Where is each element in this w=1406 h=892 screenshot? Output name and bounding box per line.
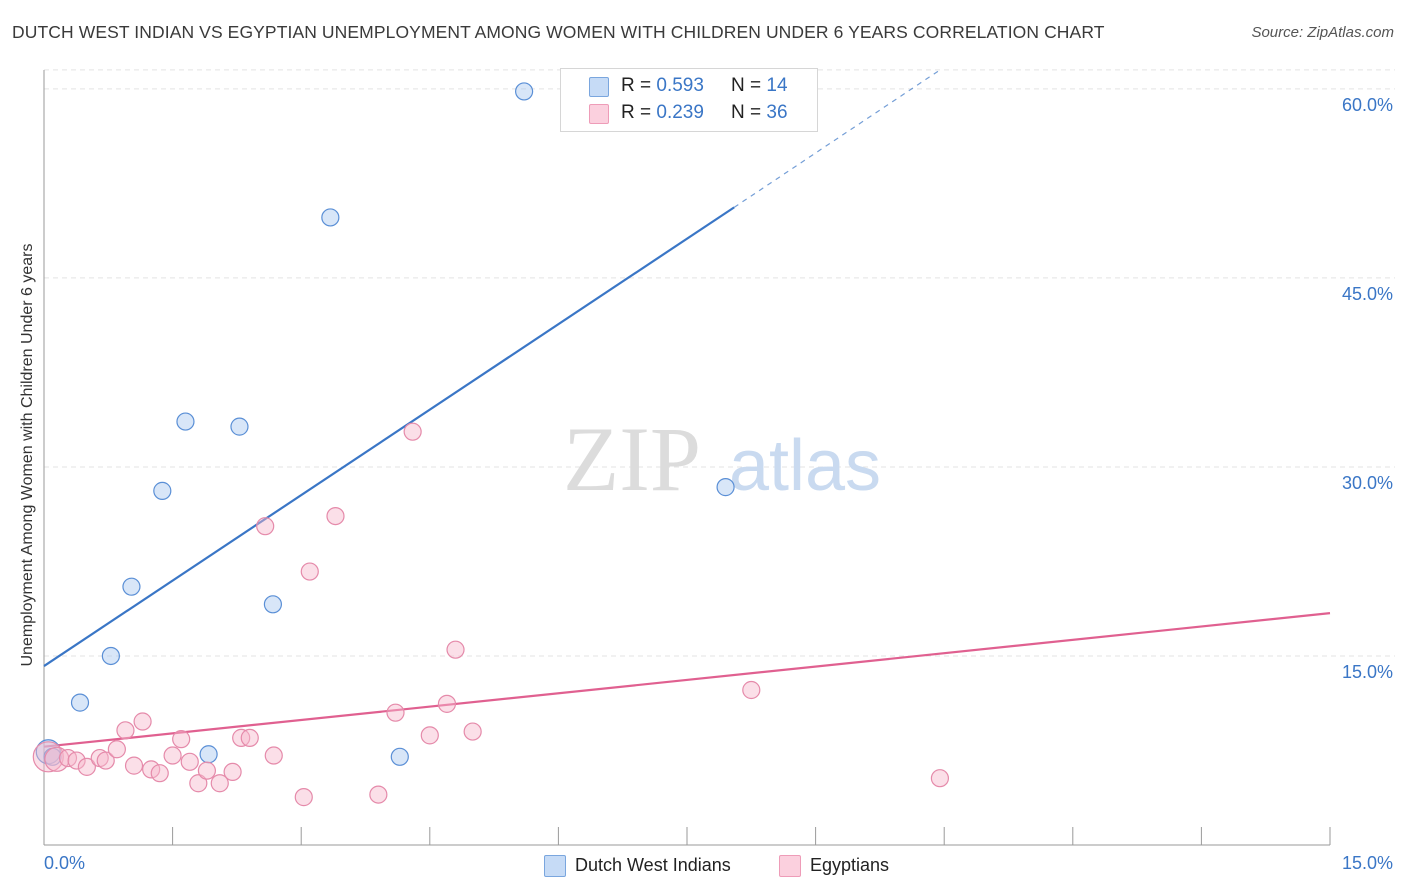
point-egyptians (116, 721, 135, 740)
point-dutch-west-indians (101, 646, 120, 666)
legend-swatch-dutch (544, 855, 566, 877)
point-egyptians (96, 751, 115, 770)
point-dutch-west-indians (153, 481, 172, 500)
point-egyptians (300, 562, 319, 581)
point-dutch-west-indians (390, 747, 409, 766)
y-tick-label: 30.0% (1342, 473, 1393, 493)
legend-r-label: R = (621, 75, 657, 96)
y-axis-label: Unemployment Among Women with Children U… (19, 243, 36, 667)
legend-r-label: R = (621, 102, 657, 123)
point-dutch-west-indians (515, 82, 534, 101)
trend-line-egyptian (43, 612, 1331, 748)
y-tick-label: 45.0% (1342, 284, 1393, 304)
point-egyptians (133, 712, 152, 731)
y-tick-label: 15.0% (1342, 662, 1393, 682)
chart-title: DUTCH WEST INDIAN VS EGYPTIAN UNEMPLOYME… (12, 22, 1105, 42)
y-tick-label: 60.0% (1342, 95, 1393, 115)
point-egyptians (32, 741, 64, 773)
legend-swatch-egyptian (779, 855, 801, 877)
legend-row-dutch: R = 0.593 N = 14 (561, 73, 817, 99)
point-egyptians (930, 769, 950, 788)
legend-row-egyptian: R = 0.239 N = 36 (561, 100, 817, 126)
point-egyptians (463, 722, 482, 741)
source-label: Source: ZipAtlas.com (1251, 24, 1394, 41)
point-dutch-west-indians (263, 595, 283, 614)
point-egyptians (77, 757, 96, 776)
correlation-legend: R = 0.593 N = 14 R = 0.239 N = 36 (560, 68, 818, 132)
trend-line-dutch-extension (733, 69, 941, 208)
legend-r-value-egyptian: 0.239 (656, 102, 704, 123)
legend-n-value-egyptian: 36 (766, 102, 788, 123)
point-egyptians (256, 517, 275, 536)
data-points (32, 82, 950, 807)
point-egyptians (326, 506, 345, 526)
legend-label-egyptian: Egyptians (810, 855, 890, 875)
trend-lines (43, 69, 1331, 748)
point-egyptians (386, 703, 405, 722)
legend-n-label: N = (731, 75, 767, 96)
point-egyptians (369, 785, 388, 804)
legend-n-value-dutch: 14 (766, 75, 788, 96)
point-dutch-west-indians (199, 745, 218, 764)
point-egyptians (223, 762, 242, 782)
trend-line-dutch (43, 206, 735, 667)
point-egyptians (742, 680, 761, 700)
watermark: ZIP atlas (563, 408, 881, 510)
x-tick-label: 0.0% (44, 853, 85, 873)
watermark-zip: ZIP (563, 408, 701, 510)
point-dutch-west-indians (230, 417, 249, 436)
point-egyptians (180, 752, 199, 771)
point-dutch-west-indians (321, 208, 340, 227)
grid-lines (44, 69, 1395, 657)
point-egyptians (172, 730, 191, 749)
point-egyptians (403, 422, 422, 441)
watermark-atlas: atlas (729, 426, 881, 506)
point-egyptians (189, 774, 208, 793)
point-egyptians (420, 726, 439, 745)
tick-labels: 15.0% 30.0% 45.0% 60.0% 0.0% 15.0% (44, 95, 1393, 873)
point-dutch-west-indians (70, 693, 90, 712)
point-egyptians (142, 760, 161, 779)
point-egyptians (294, 788, 313, 807)
series-legend: Dutch West Indians Egyptians (0, 852, 1406, 878)
legend-label-dutch: Dutch West Indians (575, 855, 731, 875)
point-egyptians (210, 774, 229, 793)
point-dutch-west-indians (122, 577, 141, 596)
point-egyptians (264, 746, 283, 765)
point-egyptians (150, 764, 169, 783)
legend-swatch-egyptian (589, 104, 609, 124)
legend-swatch-dutch (589, 77, 609, 97)
legend-r-value-dutch: 0.593 (656, 75, 704, 96)
point-egyptians (67, 751, 86, 770)
point-egyptians (437, 694, 457, 713)
point-egyptians (107, 740, 126, 759)
point-egyptians (197, 761, 216, 780)
x-tick-label: 15.0% (1342, 853, 1393, 873)
point-dutch-west-indians (176, 412, 195, 431)
point-egyptians (446, 640, 465, 659)
axes (43, 70, 1331, 846)
point-egyptians (240, 728, 259, 747)
point-egyptians (163, 746, 182, 765)
legend-n-label: N = (731, 102, 767, 123)
point-dutch-west-indians (716, 478, 735, 497)
point-egyptians (124, 756, 144, 775)
